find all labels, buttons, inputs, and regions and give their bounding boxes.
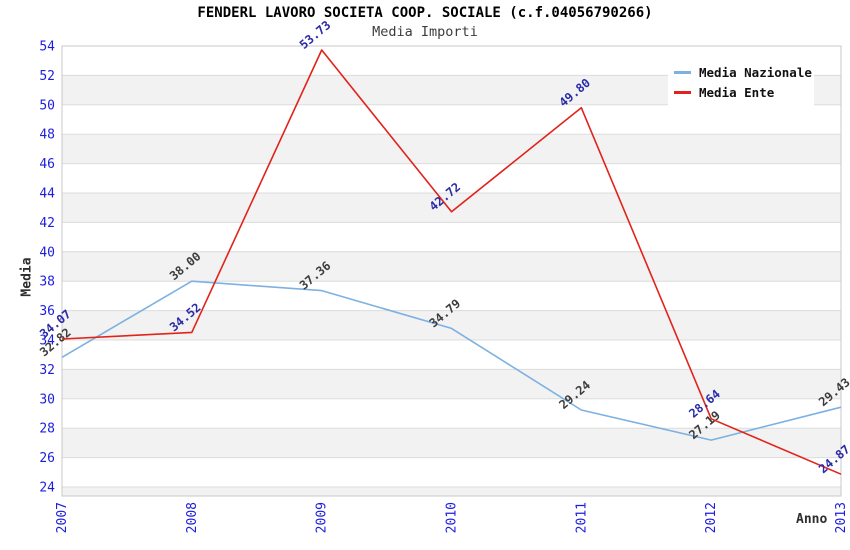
y-tick-label: 28 <box>39 422 55 437</box>
plot-band <box>62 193 841 223</box>
x-tick-label: 2008 <box>185 502 200 533</box>
x-tick-label: 2011 <box>574 502 589 533</box>
plot-band <box>62 310 841 340</box>
y-tick-label: 46 <box>39 157 55 172</box>
x-tick-label: 2007 <box>55 502 70 533</box>
y-tick-label: 40 <box>39 245 55 260</box>
y-tick-label: 36 <box>39 304 55 319</box>
plot-band <box>62 369 841 399</box>
y-tick-label: 48 <box>39 128 55 143</box>
plot-band <box>62 428 841 458</box>
y-axis-title: Media <box>19 257 35 297</box>
legend-item-media-ente: Media Ente <box>674 82 808 102</box>
legend-swatch-media-ente-icon <box>674 90 691 94</box>
y-tick-label: 44 <box>39 187 55 202</box>
chart-subtitle: Media Importi <box>372 24 478 40</box>
x-tick-label: 2010 <box>445 502 460 533</box>
y-tick-label: 42 <box>39 216 55 231</box>
y-tick-label: 24 <box>39 481 55 496</box>
legend-swatch-media-nazionale-icon <box>674 70 691 74</box>
x-tick-label: 2009 <box>315 502 330 533</box>
y-tick-label: 30 <box>39 392 55 407</box>
legend: Media Nazionale Media Ente <box>668 56 814 109</box>
x-tick-label: 2013 <box>834 502 849 533</box>
series-line-media-nazionale <box>61 280 842 441</box>
y-tick-label: 38 <box>39 275 55 290</box>
legend-label-media-nazionale: Media Nazionale <box>699 64 812 80</box>
plot-band <box>62 134 841 164</box>
legend-item-media-nazionale: Media Nazionale <box>674 62 812 82</box>
y-tick-label: 54 <box>39 40 55 55</box>
chart-title: FENDERL LAVORO SOCIETA COOP. SOCIALE (c.… <box>197 5 653 21</box>
plot-band <box>62 487 841 496</box>
y-tick-label: 52 <box>39 69 55 84</box>
legend-label-media-ente: Media Ente <box>699 84 775 100</box>
y-tick-label: 50 <box>39 98 55 113</box>
plot-band <box>62 251 841 282</box>
y-tick-label: 26 <box>39 451 55 466</box>
y-tick-label: 32 <box>39 363 55 378</box>
y-tick-label: 34 <box>39 334 55 349</box>
plot-border <box>61 45 842 497</box>
series-line-media-ente <box>61 49 842 475</box>
x-tick-label: 2012 <box>704 502 719 533</box>
x-axis-title: Anno <box>796 512 828 527</box>
